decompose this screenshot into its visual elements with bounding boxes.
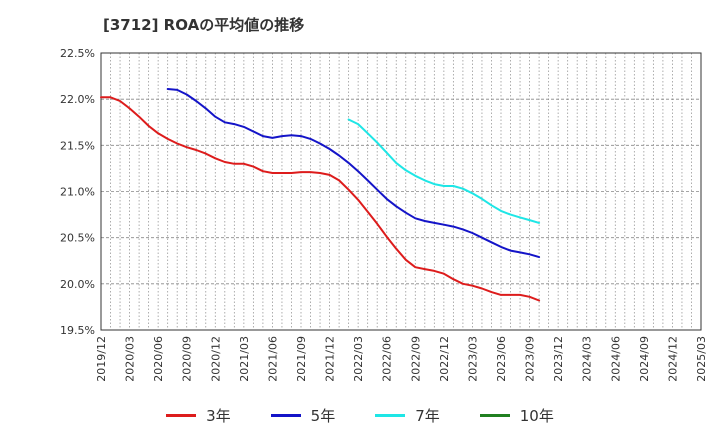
x-tick-label: 2022/09	[409, 336, 422, 382]
x-tick-label: 2019/12	[95, 336, 108, 382]
x-tick-label: 2021/12	[324, 336, 337, 382]
x-tick-label: 2023/09	[524, 336, 537, 382]
x-tick-label: 2021/09	[295, 336, 308, 382]
x-tick-label: 2021/03	[238, 336, 251, 382]
x-tick-label: 2022/12	[438, 336, 451, 382]
x-tick-label: 2023/06	[495, 336, 508, 382]
x-tick-label: 2023/12	[552, 336, 565, 382]
x-tick-label: 2020/06	[152, 336, 165, 382]
y-tick-label: 21.5%	[60, 139, 95, 152]
series-line-0	[100, 96, 541, 302]
y-tick-label: 22.5%	[60, 47, 95, 60]
x-tick-label: 2022/03	[352, 336, 365, 382]
chart-legend: 3年 5年 7年 10年	[0, 400, 720, 430]
legend-item-3: 10年	[479, 405, 554, 426]
y-tick-label: 20.0%	[60, 278, 95, 291]
x-tick-label: 2024/12	[666, 336, 679, 382]
x-tick-label: 2024/09	[638, 336, 651, 382]
x-tick-label: 2023/03	[466, 336, 479, 382]
roa-line-chart: 22.5% 22.0% 21.5% 21.0% 20.5% 20.0% 19.5%2019/…	[60, 47, 708, 382]
y-tick-label: 21.0%	[60, 186, 95, 199]
y-tick-label: 20.5%	[60, 232, 95, 245]
legend-swatch	[479, 413, 510, 417]
legend-item-0: 3年	[166, 405, 231, 426]
x-tick-label: 2024/06	[609, 336, 622, 382]
y-tick-label: 19.5%	[60, 324, 95, 337]
x-tick-label: 2022/06	[381, 336, 394, 382]
x-tick-label: 2020/09	[181, 336, 194, 382]
chart-title: [3712] ROAの平均値の推移	[103, 16, 305, 34]
x-tick-label: 2025/03	[695, 336, 708, 382]
x-tick-label: 2021/06	[266, 336, 279, 382]
x-tick-label: 2024/03	[581, 336, 594, 382]
legend-label: 5年	[310, 406, 336, 425]
y-tick-label: 22.0%	[60, 93, 95, 106]
series-line-1	[166, 88, 541, 259]
x-tick-label: 2020/12	[209, 336, 222, 382]
plot-border	[100, 52, 702, 331]
series-line-2	[347, 118, 541, 224]
legend-item-1: 5年	[270, 405, 336, 426]
legend-label: 3年	[206, 406, 231, 425]
legend-swatch	[166, 413, 197, 417]
x-tick-label: 2020/03	[124, 336, 137, 382]
legend-item-2: 7年	[375, 405, 440, 426]
legend-swatch	[270, 413, 301, 417]
legend-label: 7年	[415, 406, 440, 425]
legend-swatch	[375, 413, 406, 417]
legend-label: 10年	[519, 406, 554, 425]
